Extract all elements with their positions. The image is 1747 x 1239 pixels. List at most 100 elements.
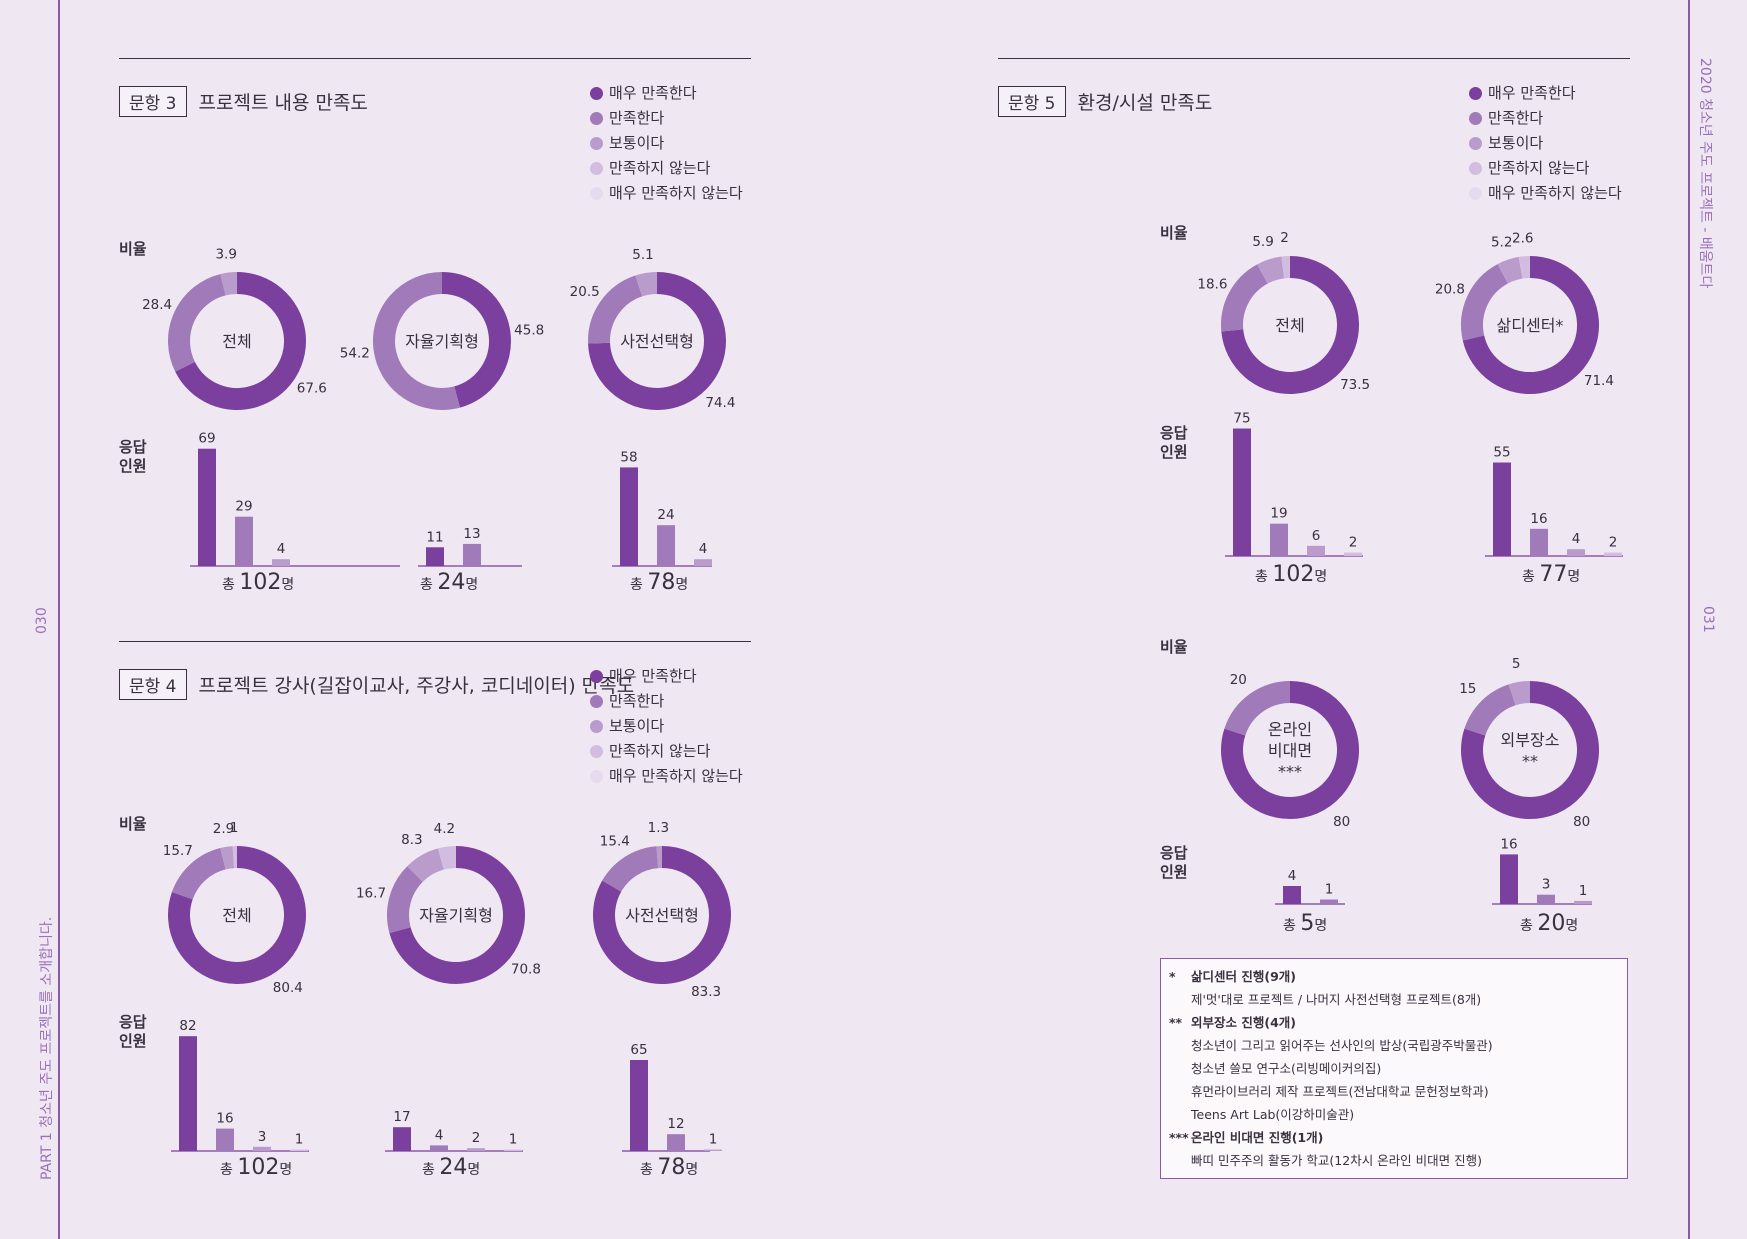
donut-center-label: 전체 bbox=[1275, 316, 1304, 335]
footnote-text: 외부장소 진행(4개) bbox=[1191, 1015, 1296, 1030]
total-count-label: 총 78명 bbox=[630, 570, 688, 595]
footnotes-box: * 삶디센터 진행(9개) 제'멋'대로 프로젝트 / 나머지 사전선택형 프로젝트… bbox=[1160, 958, 1628, 1179]
resp-label-line1: 응답 bbox=[1160, 424, 1188, 442]
q3-top-rule bbox=[119, 58, 751, 59]
footnote-line: * 삶디센터 진행(9개) bbox=[1169, 965, 1619, 988]
q3-number: 문항 3 bbox=[119, 86, 187, 117]
legend-item: 만족한다 bbox=[590, 106, 743, 131]
footnote-text: 삶디센터 진행(9개) bbox=[1191, 969, 1296, 984]
legend-item: 매우 만족하지 않는다 bbox=[590, 181, 743, 206]
q3-title: 프로젝트 내용 만족도 bbox=[198, 92, 368, 114]
total-count-label: 총 24명 bbox=[420, 570, 478, 595]
bar bbox=[1270, 523, 1288, 556]
q5-resp-label-1: 응답 인원 bbox=[1160, 424, 1188, 462]
bar bbox=[1307, 545, 1325, 556]
donut-center-label: 전체 bbox=[222, 906, 251, 925]
legend-label: 매우 만족하지 않는다 bbox=[609, 767, 743, 785]
donut-value-label: 70.8 bbox=[511, 962, 541, 978]
bar bbox=[467, 1148, 485, 1151]
legend-swatch bbox=[590, 162, 603, 175]
footnote-line: 제'멋'대로 프로젝트 / 나머지 사전선택형 프로젝트(8개) bbox=[1169, 988, 1619, 1011]
legend-swatch bbox=[590, 112, 603, 125]
right-page-border bbox=[1688, 0, 1690, 1239]
donut-value-label: 45.8 bbox=[514, 322, 544, 338]
bar bbox=[235, 516, 253, 566]
donut-value-label: 1.3 bbox=[648, 820, 669, 836]
legend-label: 매우 만족한다 bbox=[609, 84, 697, 102]
footnote-text: 청소년이 그리고 읽어주는 선사인의 밥상(국립광주박물관) bbox=[1191, 1038, 1493, 1053]
footnote-marker bbox=[1169, 1080, 1191, 1103]
legend-swatch bbox=[590, 695, 603, 708]
bar-value-label: 13 bbox=[463, 526, 480, 542]
donut-value-label: 20 bbox=[1230, 672, 1247, 688]
donut-slice bbox=[1461, 264, 1509, 341]
donut-value-label: 15.4 bbox=[600, 834, 630, 850]
bar-value-label: 1 bbox=[509, 1132, 518, 1148]
donut-slice bbox=[220, 846, 235, 870]
q4-resp-label: 응답 인원 bbox=[119, 1013, 147, 1051]
donut-slice bbox=[407, 848, 445, 883]
donut-value-label: 54.2 bbox=[340, 346, 370, 362]
q4-number: 문항 4 bbox=[119, 669, 187, 700]
donut-value-label: 80 bbox=[1333, 814, 1350, 830]
bar bbox=[1500, 854, 1518, 904]
donut-value-label: 67.6 bbox=[297, 380, 327, 396]
donut-value-label: 20.8 bbox=[1435, 282, 1465, 298]
donut-value-label: 80 bbox=[1573, 814, 1590, 830]
resp-label-line1: 응답 bbox=[1160, 844, 1188, 862]
donut-value-label: 73.5 bbox=[1340, 377, 1370, 393]
bar bbox=[1320, 899, 1338, 904]
donut-slice bbox=[1257, 256, 1285, 284]
donut-slice bbox=[1462, 256, 1599, 394]
donut-center-label: 외부장소 bbox=[1501, 731, 1560, 750]
donut-slice bbox=[441, 272, 511, 408]
donut-slice bbox=[373, 272, 460, 410]
legend-swatch bbox=[1469, 162, 1482, 175]
legend-item: 보통이다 bbox=[1469, 131, 1622, 156]
legend-label: 보통이다 bbox=[609, 717, 665, 735]
donut-value-label: 20.5 bbox=[570, 284, 600, 300]
bar bbox=[430, 1145, 448, 1151]
legend-label: 보통이다 bbox=[609, 134, 665, 152]
bar-value-label: 16 bbox=[216, 1111, 233, 1127]
footnote-line: *** 온라인 비대면 진행(1개) bbox=[1169, 1126, 1619, 1149]
bar bbox=[179, 1036, 197, 1151]
legend-swatch bbox=[1469, 137, 1482, 150]
footnote-line: 청소년이 그리고 읽어주는 선사인의 밥상(국립광주박물관) bbox=[1169, 1034, 1619, 1057]
footnote-text: 온라인 비대면 진행(1개) bbox=[1191, 1130, 1324, 1145]
bar bbox=[290, 1149, 308, 1151]
footnote-marker bbox=[1169, 1149, 1191, 1172]
q5-ratio-label-1: 비율 bbox=[1160, 224, 1188, 242]
footnote-marker bbox=[1169, 1034, 1191, 1057]
bar bbox=[426, 547, 444, 566]
legend-swatch bbox=[590, 187, 603, 200]
donut-value-label: 15.7 bbox=[163, 843, 193, 859]
donut-center-label: 삶디센터* bbox=[1497, 316, 1564, 335]
total-count-label: 총 102명 bbox=[1255, 562, 1327, 587]
legend-label: 만족한다 bbox=[1488, 109, 1544, 127]
donut-slice bbox=[1221, 681, 1359, 819]
donut-value-label: 83.3 bbox=[691, 984, 721, 1000]
donut-slice bbox=[1497, 256, 1523, 284]
footnote-line: 청소년 쓸모 연구소(리빙메이커의집) bbox=[1169, 1057, 1619, 1080]
resp-label-line2: 인원 bbox=[119, 1032, 147, 1050]
q3-header: 문항 3 프로젝트 내용 만족도 bbox=[119, 86, 368, 117]
footnote-marker bbox=[1169, 988, 1191, 1011]
donut-slice bbox=[588, 272, 726, 410]
bar-value-label: 2 bbox=[472, 1130, 481, 1146]
q4-legend: 매우 만족한다 만족한다 보통이다 만족하지 않는다 매우 만족하지 않는다 bbox=[590, 664, 743, 789]
legend-swatch bbox=[590, 87, 603, 100]
total-count-label: 총 102명 bbox=[220, 1155, 292, 1180]
donut-value-label: 2 bbox=[1280, 230, 1289, 246]
footnote-text: Teens Art Lab(이강하미술관) bbox=[1191, 1107, 1355, 1122]
donut-slice bbox=[635, 272, 658, 297]
footnote-text: 빠띠 민주주의 활동가 학교(12차시 온라인 비대면 진행) bbox=[1191, 1153, 1483, 1168]
legend-item: 만족하지 않는다 bbox=[1469, 156, 1622, 181]
total-count-label: 총 24명 bbox=[422, 1155, 480, 1180]
donut-value-label: 15 bbox=[1459, 681, 1476, 697]
donut-value-label: 4.2 bbox=[434, 821, 455, 837]
donut-center-label: 전체 bbox=[222, 332, 251, 351]
resp-label-line2: 인원 bbox=[119, 457, 147, 475]
legend-swatch bbox=[590, 720, 603, 733]
bar bbox=[1283, 886, 1301, 904]
